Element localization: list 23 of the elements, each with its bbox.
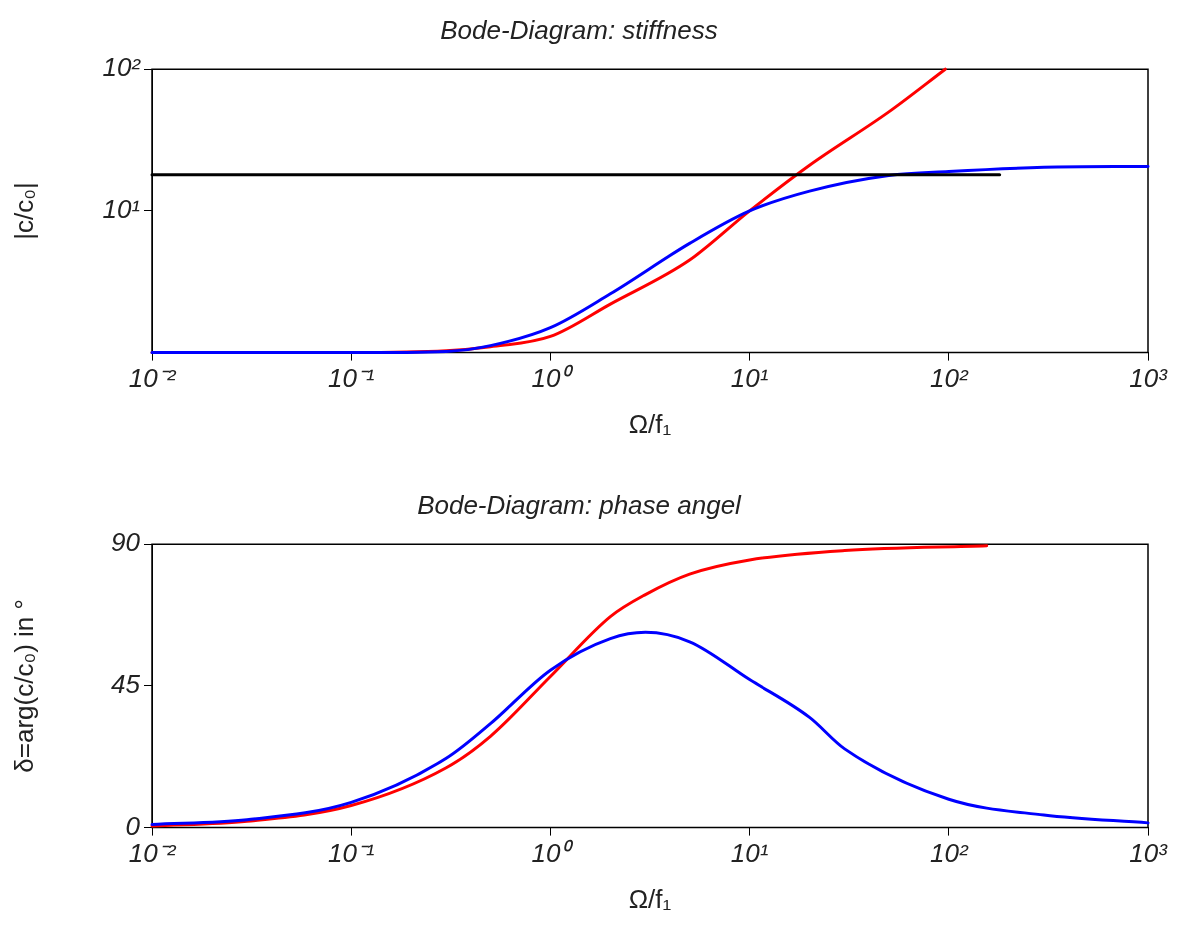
x-tick-label: 10¹ bbox=[730, 838, 769, 869]
x-tick-label: 10⁰ bbox=[531, 838, 575, 869]
x-tick-label: 10¹ bbox=[730, 363, 769, 394]
x-tick-label: 10² bbox=[930, 838, 969, 869]
y-tick-label: 10² bbox=[102, 52, 142, 83]
chart-title: Bode-Diagram: phase angel bbox=[417, 489, 743, 520]
y-axis-title: |c/c₀| bbox=[8, 182, 39, 240]
x-tick-label: 10⁻² bbox=[128, 363, 177, 394]
x-axis-title: Ω/f₁ bbox=[628, 408, 672, 439]
x-tick-label: 10³ bbox=[1129, 363, 1169, 394]
chart-title: Bode-Diagram: stiffness bbox=[440, 14, 718, 45]
y-tick-label: 90 bbox=[111, 527, 141, 558]
y-tick-label: 0 bbox=[125, 810, 141, 841]
x-tick-label: 10² bbox=[930, 363, 969, 394]
y-tick-label: 45 bbox=[111, 669, 141, 700]
x-tick-label: 10³ bbox=[1129, 838, 1169, 869]
x-tick-label: 10⁻¹ bbox=[327, 838, 375, 869]
y-tick-label: 10¹ bbox=[102, 194, 141, 225]
x-tick-label: 10⁻² bbox=[128, 838, 177, 869]
x-tick-label: 10⁻¹ bbox=[327, 363, 375, 394]
y-axis-title: δ=arg(c/c₀) in ° bbox=[8, 599, 39, 773]
x-axis-title: Ω/f₁ bbox=[628, 883, 672, 914]
x-tick-label: 10⁰ bbox=[531, 363, 575, 394]
